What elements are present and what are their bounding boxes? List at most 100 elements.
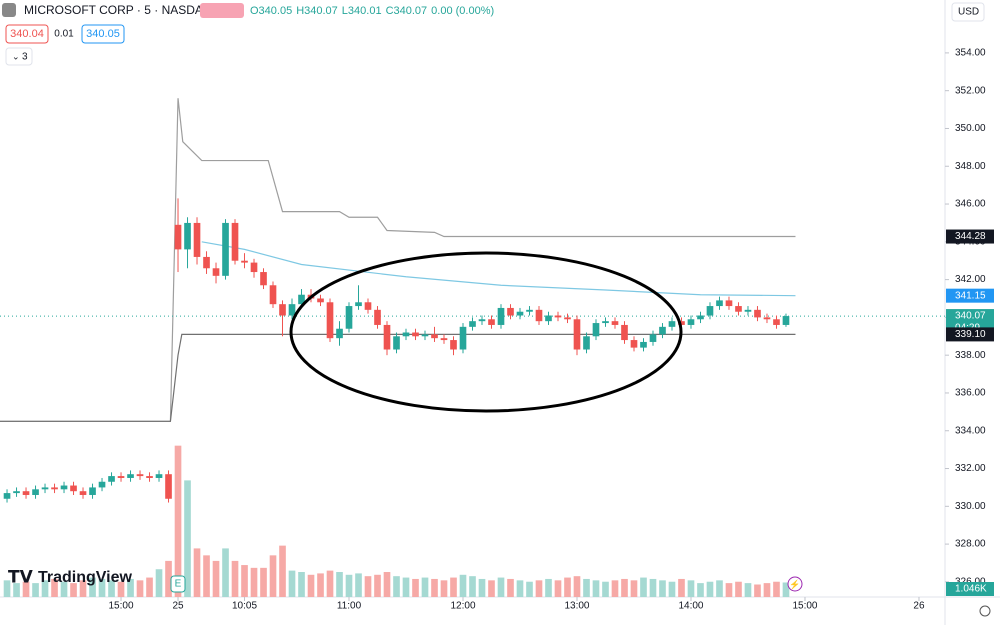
candle-body xyxy=(13,491,20,494)
ask-box[interactable] xyxy=(81,24,125,44)
candle-body xyxy=(231,222,239,261)
volume-bar xyxy=(165,560,172,597)
volume-bar xyxy=(782,582,790,597)
volume-bar xyxy=(155,569,163,597)
volume-bar xyxy=(763,583,771,597)
candle-body xyxy=(744,309,752,312)
settings-icon[interactable] xyxy=(979,605,991,617)
volume-bar xyxy=(3,580,11,597)
y-tick-label: 350.00 xyxy=(955,123,986,134)
symbol-title[interactable]: MICROSOFT CORP · 5 · NASDAQ xyxy=(24,3,212,17)
candle-body xyxy=(3,493,11,499)
volume-bar xyxy=(488,580,495,597)
volume-label: 1.046K xyxy=(955,584,987,595)
y-tick-label: 338.00 xyxy=(955,350,986,361)
ohlc-value: O340.05 xyxy=(250,5,292,17)
volume-bar xyxy=(222,548,229,597)
candle-body xyxy=(450,340,457,350)
ohlc-value: H340.07 xyxy=(296,5,338,17)
volume-bar xyxy=(117,581,125,597)
volume-bar xyxy=(716,580,723,597)
chevron: ⌄ xyxy=(12,51,20,61)
candle-body xyxy=(355,302,362,307)
earnings-marker: E xyxy=(175,579,182,590)
x-tick-label: 26 xyxy=(913,601,925,612)
volume-bar xyxy=(108,580,115,597)
volume-bar xyxy=(535,580,543,597)
candle-body xyxy=(687,319,695,325)
y-tick-label: 328.00 xyxy=(955,539,986,550)
symbol-logo xyxy=(2,3,16,17)
volume-bar xyxy=(573,576,581,597)
volume-bar xyxy=(174,445,182,597)
candle-body xyxy=(412,332,419,337)
volume-bar xyxy=(735,581,742,597)
y-tick-label: 352.00 xyxy=(955,85,986,96)
candle-body xyxy=(374,309,381,325)
volume-bar xyxy=(564,577,571,597)
y-tick-label: 332.00 xyxy=(955,463,986,474)
candle-body xyxy=(41,487,49,490)
volume-bar xyxy=(127,578,134,597)
ohlc-value: C340.07 xyxy=(386,5,428,17)
price-label-box xyxy=(946,327,994,342)
price-label-box xyxy=(946,229,994,244)
dividend-marker[interactable] xyxy=(787,576,803,592)
candle-body xyxy=(146,476,153,478)
volume-bar xyxy=(668,581,676,597)
volume-bar xyxy=(440,580,448,597)
x-tick-label: 10:05 xyxy=(232,601,257,612)
candle-body xyxy=(117,476,125,478)
volume-bar xyxy=(374,574,381,597)
bid: 340.04 xyxy=(10,28,44,40)
bid-box[interactable] xyxy=(5,24,49,44)
candle-body xyxy=(507,307,514,316)
candle-body xyxy=(763,317,771,320)
candle-body xyxy=(459,326,467,350)
candle-body xyxy=(668,321,676,327)
candle-body xyxy=(250,262,258,273)
session-badge[interactable] xyxy=(200,3,244,18)
volume-bar xyxy=(583,578,590,597)
candle-body xyxy=(478,319,486,322)
volume-bar xyxy=(317,573,324,597)
x-tick-label: 25 xyxy=(172,601,184,612)
volume-bar xyxy=(640,577,647,597)
earnings-marker-box[interactable] xyxy=(170,575,186,593)
volume-bar xyxy=(450,577,457,597)
candle-body xyxy=(155,474,163,478)
price-label: 344.28 xyxy=(955,231,986,242)
candle-body xyxy=(621,324,628,341)
plot: 326.00328.00330.00332.00334.00336.00338.… xyxy=(0,48,994,612)
volume-bar xyxy=(611,580,619,597)
y-tick-label: 334.00 xyxy=(955,425,986,436)
candle-body xyxy=(298,294,305,305)
candle-body xyxy=(573,319,581,350)
y-tick-label: 354.00 xyxy=(955,48,986,59)
currency-button[interactable] xyxy=(951,2,985,22)
indicators-toggle[interactable] xyxy=(5,47,33,66)
candle-body xyxy=(440,338,448,341)
volume-bar xyxy=(630,580,638,597)
volume-bar xyxy=(51,578,58,597)
volume-bar xyxy=(98,578,106,597)
candle-body xyxy=(393,336,400,350)
volume-bar xyxy=(649,578,657,597)
volume-bar xyxy=(402,577,410,597)
candle-body xyxy=(51,487,58,490)
volume-bar xyxy=(497,577,505,597)
candle-body xyxy=(706,306,714,316)
x-tick-label: 13:00 xyxy=(564,601,589,612)
ask: 340.05 xyxy=(86,28,120,40)
candle-body xyxy=(782,316,790,325)
volume-bar xyxy=(212,560,220,597)
volume-bar xyxy=(744,583,752,597)
volume-bar xyxy=(355,573,362,597)
candle-body xyxy=(165,474,172,499)
volume-bar xyxy=(754,584,761,597)
volume-bar xyxy=(336,572,343,597)
volume-bar xyxy=(241,565,248,597)
volume-bar xyxy=(41,580,49,597)
ohlc-value: L340.01 xyxy=(342,5,382,17)
volume-bar xyxy=(592,580,600,597)
